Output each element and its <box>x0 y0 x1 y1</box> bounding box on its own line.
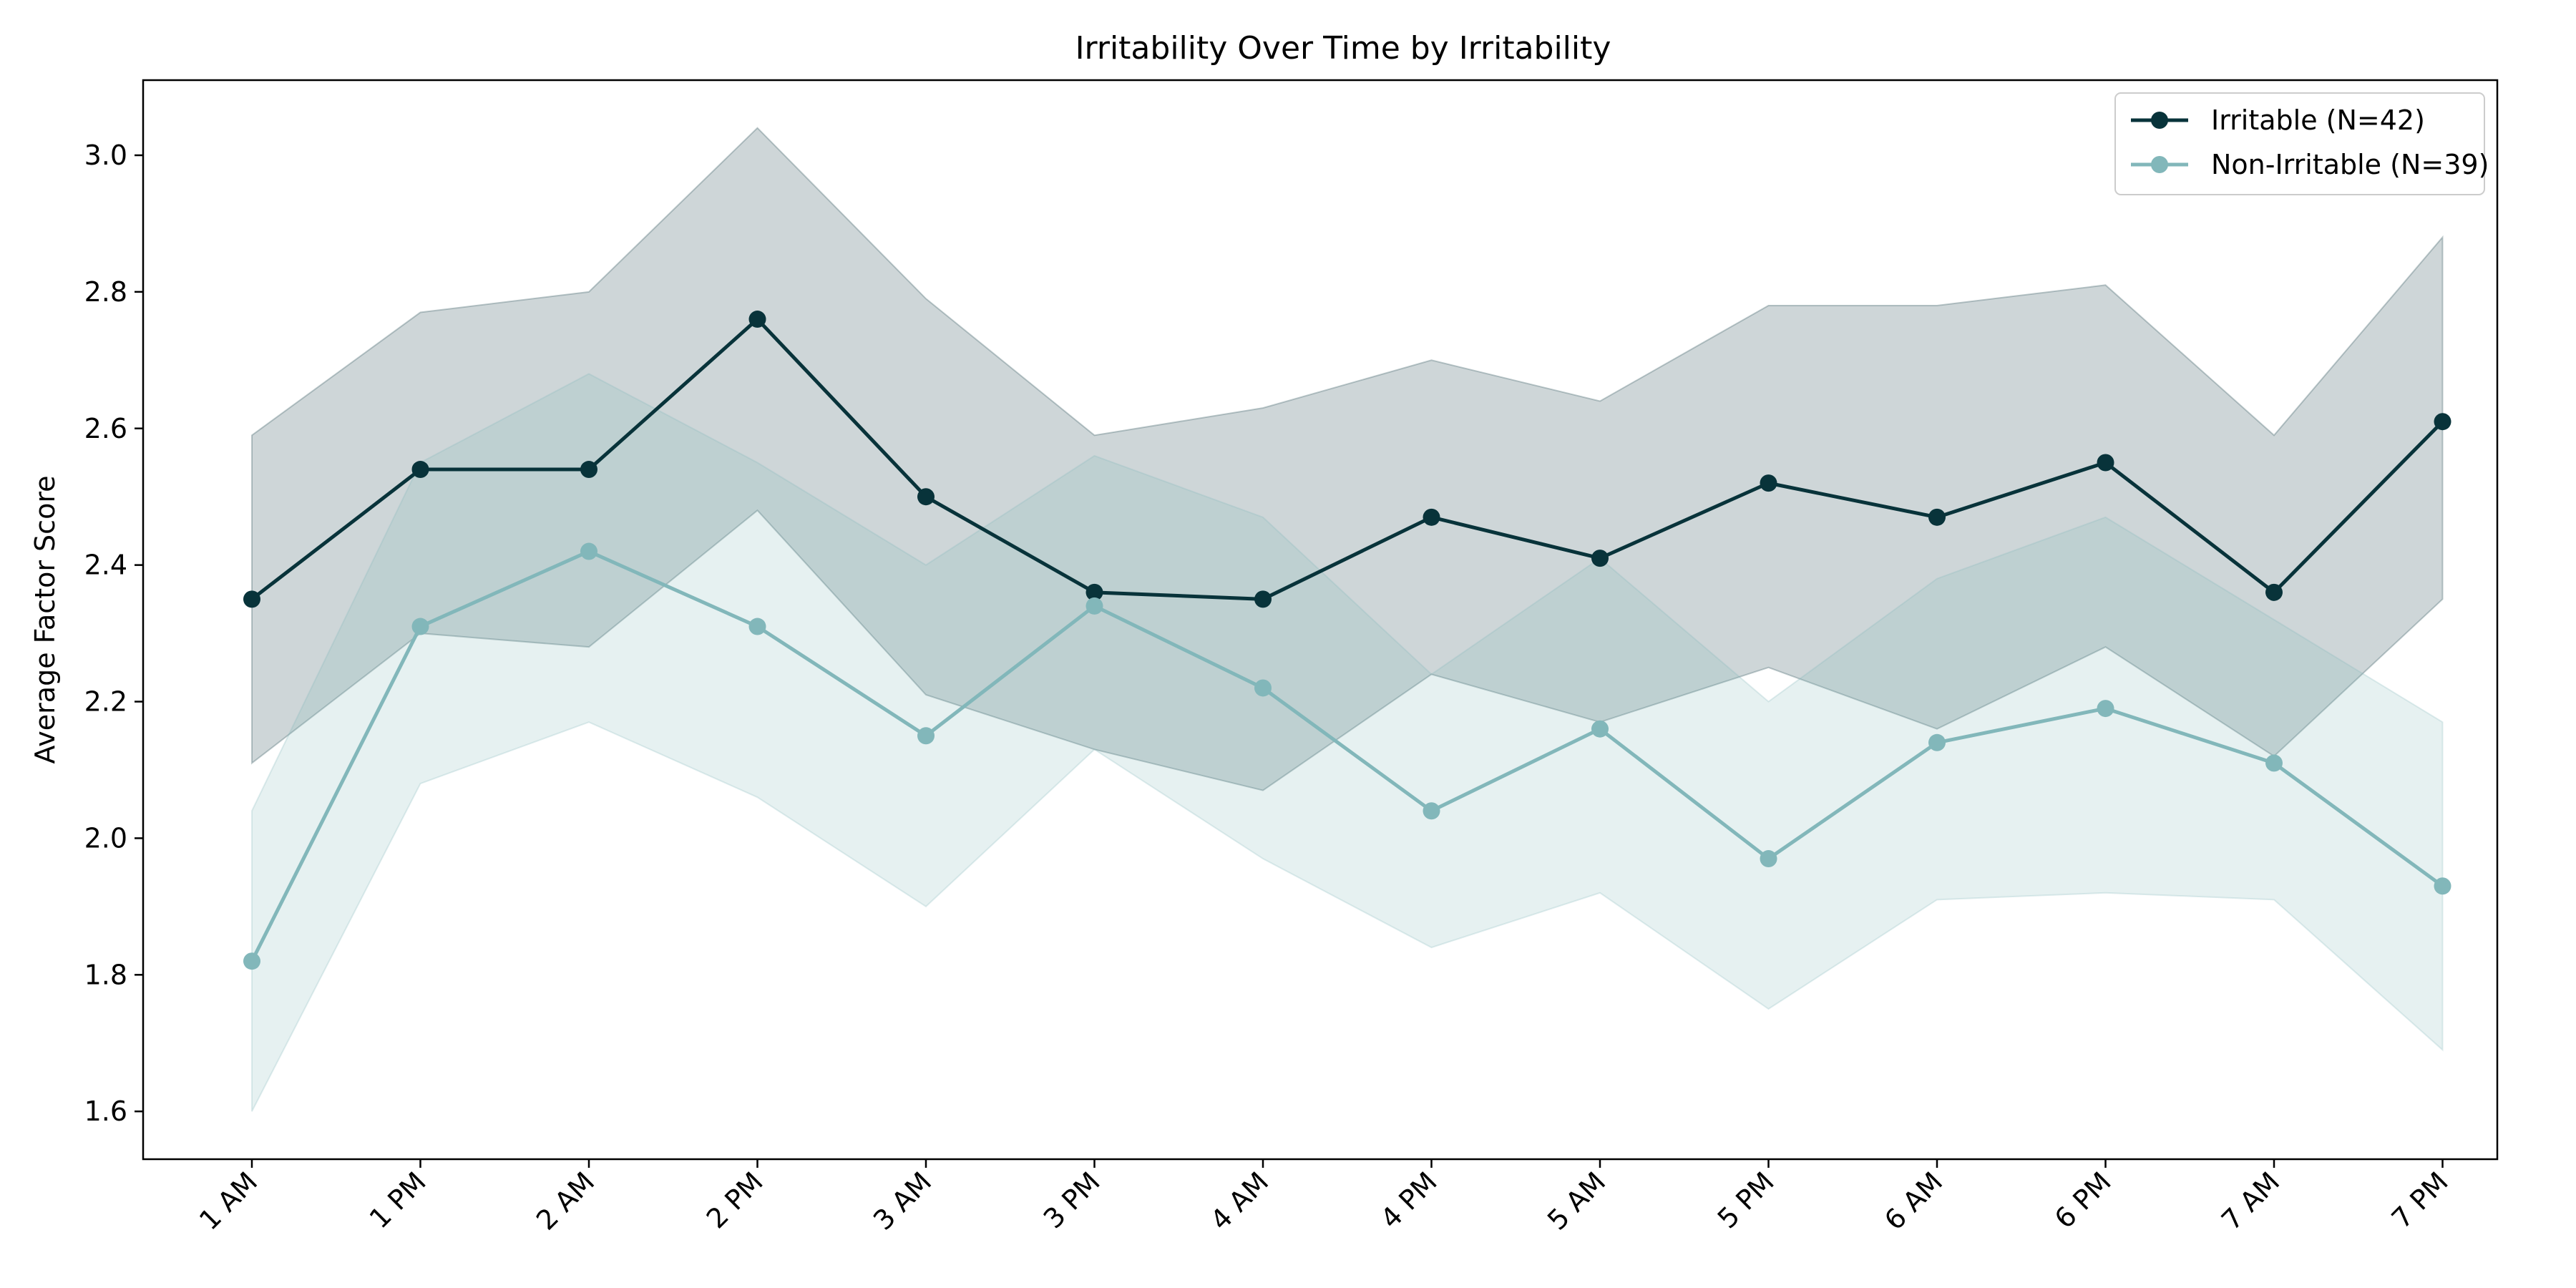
y-tick-label: 1.8 <box>84 959 127 990</box>
data-point <box>1423 508 1440 526</box>
y-tick-label: 2.2 <box>84 686 127 718</box>
data-point <box>1760 850 1777 868</box>
data-point <box>917 488 935 506</box>
data-point <box>2434 413 2451 431</box>
x-tick-label: 6 PM <box>2049 1166 2117 1234</box>
data-point <box>1085 583 1103 601</box>
x-tick-label: 4 PM <box>1375 1166 1443 1234</box>
plot-area-frame <box>142 79 2499 1161</box>
data-point <box>1760 474 1777 492</box>
x-tick-label: 3 AM <box>867 1166 937 1236</box>
legend-swatch-marker <box>2151 112 2168 129</box>
x-tick-label: 3 PM <box>1038 1166 1106 1234</box>
data-point <box>2265 754 2283 772</box>
data-point <box>1254 590 1272 608</box>
y-tick-label: 3.0 <box>84 140 127 171</box>
series-lines <box>250 317 2444 962</box>
y-axis-label: Average Factor Score <box>29 476 61 764</box>
legend-label: Non-Irritable (N=39) <box>2211 149 2489 180</box>
legend-box <box>2114 92 2485 195</box>
data-point <box>580 461 597 479</box>
data-point <box>1254 679 1272 697</box>
data-point <box>2265 583 2283 601</box>
data-point <box>411 618 429 635</box>
data-point <box>2097 700 2114 718</box>
data-point <box>243 590 260 608</box>
x-tick-label: 2 PM <box>701 1166 769 1234</box>
data-point <box>917 727 935 745</box>
confidence-band-0 <box>251 127 2444 791</box>
x-tick-label: 1 AM <box>193 1166 263 1236</box>
x-axis: 1 AM 1 PM 2 AM 2 PM 3 AM 3 PM 4 AM 4 PM 5 AM 5 PM… <box>193 1159 2454 1236</box>
legend-label: Irritable (N=42) <box>2211 104 2425 136</box>
y-tick-label: 2.4 <box>84 550 127 581</box>
x-tick-label: 5 PM <box>1712 1166 1780 1234</box>
y-tick-label: 2.6 <box>84 413 127 444</box>
y-tick-label: 1.6 <box>84 1096 127 1127</box>
confidence-bands <box>251 127 2444 1112</box>
y-tick-label: 2.0 <box>84 822 127 854</box>
data-point <box>748 618 766 635</box>
data-point <box>2434 877 2451 895</box>
y-axis: 1.6 1.8 2.0 2.2 2.4 2.6 2.8 3.0 <box>84 140 143 1127</box>
data-point <box>580 542 597 560</box>
series-line-0 <box>250 317 2444 601</box>
data-point <box>748 311 766 328</box>
series-line-1 <box>250 550 2444 962</box>
data-point <box>1591 550 1609 567</box>
data-point <box>1423 802 1440 820</box>
data-point <box>1085 597 1103 615</box>
data-point <box>1928 508 1946 526</box>
x-tick-label: 1 PM <box>364 1166 432 1234</box>
confidence-band-1 <box>251 373 2444 1112</box>
x-tick-label: 4 AM <box>1204 1166 1274 1236</box>
data-point <box>1591 720 1609 738</box>
legend: Irritable (N=42) Non-Irritable (N=39) <box>2114 92 2489 195</box>
y-tick-label: 2.8 <box>84 276 127 308</box>
data-point <box>243 952 260 970</box>
x-tick-label: 2 AM <box>530 1166 600 1236</box>
data-point <box>2097 454 2114 472</box>
data-point <box>1928 733 1946 751</box>
x-tick-label: 6 AM <box>1878 1166 1948 1236</box>
series-points <box>243 311 2451 970</box>
x-tick-label: 7 PM <box>2386 1166 2454 1234</box>
data-point <box>411 461 429 479</box>
x-tick-label: 5 AM <box>1541 1166 1611 1236</box>
x-tick-label: 7 AM <box>2215 1166 2285 1236</box>
legend-swatch-marker <box>2151 156 2168 173</box>
chart-title: Irritability Over Time by Irritability <box>1075 30 1611 67</box>
